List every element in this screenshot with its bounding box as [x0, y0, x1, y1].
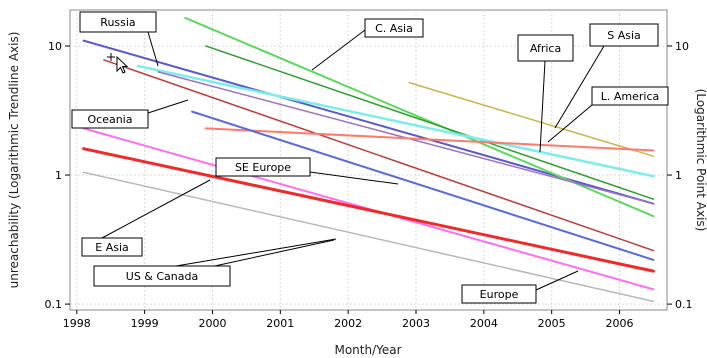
callout-box: [591, 86, 669, 106]
grid: [70, 10, 667, 310]
y-tick-label: 10: [48, 40, 62, 53]
callout-box: [81, 237, 143, 257]
callout-europe: Europe: [461, 270, 579, 304]
x-tick-label: 2002: [334, 317, 362, 330]
y-tick-label: 1: [55, 169, 62, 182]
callout-africa: Africa: [517, 34, 574, 153]
callout-leader: [147, 31, 159, 67]
y-tick-label: 0.1: [45, 298, 63, 311]
callout-box: [71, 109, 149, 129]
callout-leader: [535, 270, 579, 291]
callout-label: Europe: [480, 288, 519, 301]
callout-leader: [101, 179, 211, 239]
callout-russia: Russia: [79, 11, 159, 67]
callout-box: [215, 157, 311, 177]
x-tick-label: 2005: [538, 317, 566, 330]
callout-leader: [539, 60, 546, 153]
x-tick-label: 1999: [131, 317, 159, 330]
x-tick-label: 1998: [63, 317, 91, 330]
series-line-e-asia: [82, 147, 655, 273]
y-tick-label-right: 1: [675, 169, 682, 182]
callout-leader: [311, 29, 366, 71]
callout-label: Oceania: [88, 113, 133, 126]
x-tick-label: 2001: [266, 317, 294, 330]
callouts: Russia C. Asia Africa S Asia L. America Ocean…: [71, 11, 669, 304]
y-axis-ticks-left: 0.1 1 10: [45, 40, 70, 311]
callout-box: [517, 34, 574, 62]
callout-leader: [309, 171, 399, 185]
callout-oceania: Oceania: [71, 99, 189, 129]
callout-label: Russia: [100, 16, 135, 29]
series-line-oceania: [103, 59, 655, 252]
callout-l-america: L. America: [547, 86, 669, 143]
y-tick-label-right: 0.1: [675, 298, 693, 311]
callout-se-europe: SE Europe: [215, 157, 399, 185]
callout-box: [364, 18, 424, 38]
callout-box: [461, 284, 537, 304]
callout-label: SE Europe: [235, 161, 291, 174]
callout-s-asia: S Asia: [554, 23, 659, 129]
callout-leader: [547, 104, 593, 143]
callout-label: Africa: [530, 42, 561, 55]
y-axis-ticks-right: 0.1 1 10: [667, 40, 693, 311]
callout-label: L. America: [601, 90, 660, 103]
callout-c-asia: C. Asia: [311, 18, 424, 71]
callout-leader: [554, 45, 605, 129]
callout-box: [93, 265, 231, 287]
callout-box: [79, 11, 157, 33]
series-line-africa: [408, 81, 655, 157]
callout-label: C. Asia: [375, 22, 413, 35]
x-tick-label: 2000: [198, 317, 226, 330]
x-tick-label: 2006: [606, 317, 634, 330]
callout-leader: [175, 238, 337, 267]
series-line-unlabeled-2: [204, 45, 655, 200]
callout-us-canada: US & Canada: [93, 238, 337, 287]
y-axis-label-right: (Logarithmic Point Axis): [694, 89, 707, 232]
mouse-cursor-icon: [107, 53, 129, 74]
x-axis-ticks: 1998 1999 2000 2001 2002 2003 2004 2005 2006: [63, 310, 634, 330]
x-axis-label: Month/Year: [334, 343, 401, 357]
callout-e-asia: E Asia: [81, 179, 211, 257]
callout-label: S Asia: [607, 29, 641, 42]
y-tick-label-right: 10: [675, 40, 689, 53]
y-axis-label-left: unreachability (Logarithmic Trendline Ax…: [7, 32, 21, 289]
callout-box: [589, 23, 659, 47]
callout-leader: [147, 99, 189, 114]
callout-leader: [209, 239, 335, 268]
x-tick-label: 2003: [402, 317, 430, 330]
callout-label: E Asia: [95, 241, 129, 254]
x-tick-label: 2004: [470, 317, 498, 330]
series-line-unlabeled-4: [136, 64, 655, 178]
series-line-l-america: [204, 127, 655, 152]
callout-label: US & Canada: [126, 270, 198, 283]
series-line-se-europe: [191, 110, 655, 261]
